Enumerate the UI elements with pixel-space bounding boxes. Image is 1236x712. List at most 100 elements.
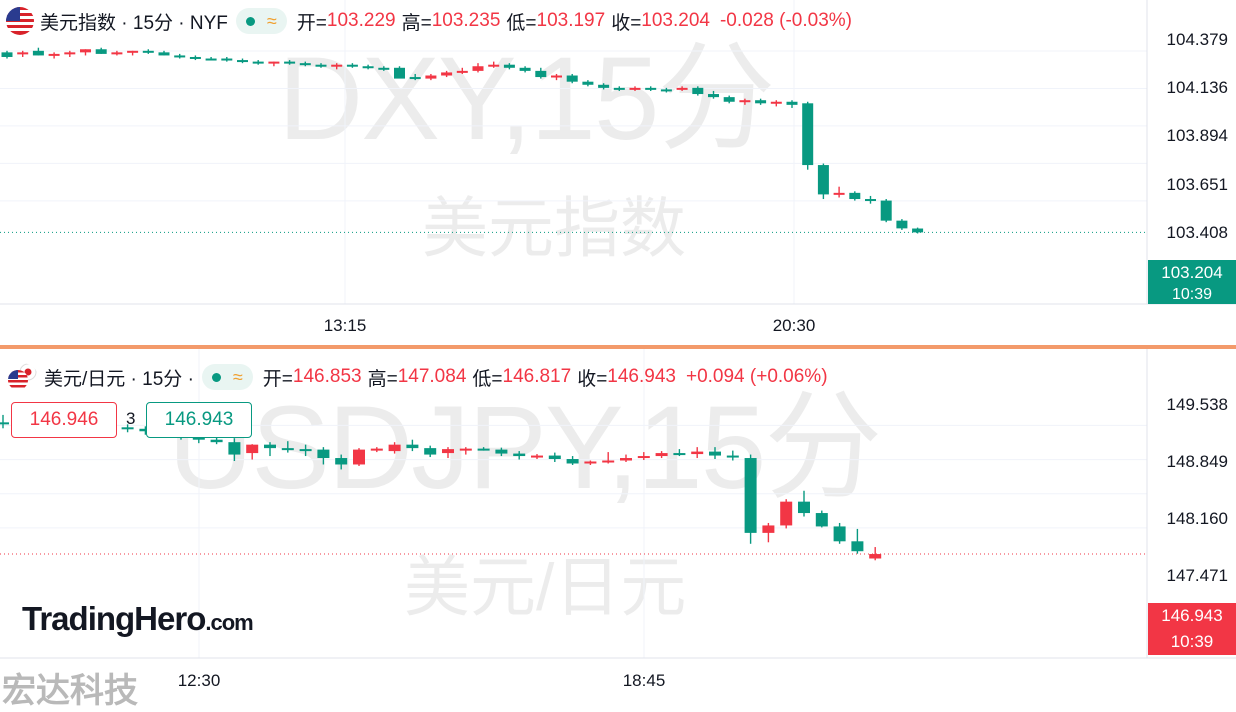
candle: [531, 454, 543, 460]
candle: [770, 100, 782, 107]
low-label: 低=: [506, 12, 537, 34]
symbol-title[interactable]: 美元/日元 · 15分 ·: [44, 368, 194, 390]
candle: [739, 98, 751, 105]
y-tick-label: 104.379: [1166, 30, 1228, 49]
close-value: 103.204: [641, 10, 710, 31]
candle: [315, 63, 327, 68]
open-label: 开=: [262, 368, 293, 390]
candle: [409, 73, 421, 81]
candle: [709, 447, 721, 460]
candle-body: [602, 460, 615, 463]
candle-body: [637, 456, 650, 459]
candle: [833, 522, 846, 544]
buy-button[interactable]: 146.943: [146, 402, 252, 438]
candle-body: [284, 61, 296, 64]
candle: [111, 50, 123, 56]
x-tick-label: 12:30: [177, 671, 221, 690]
candle-body: [64, 52, 76, 55]
candle: [228, 438, 241, 462]
candle-body: [692, 87, 704, 95]
symbol-watermark: USDJPY,15分: [168, 382, 882, 514]
low-label: 低=: [472, 368, 503, 390]
candle-body: [849, 192, 861, 200]
candle-body: [780, 501, 793, 526]
candle: [95, 47, 107, 54]
candle: [503, 63, 515, 70]
candle-body: [264, 444, 276, 449]
candle: [833, 186, 845, 198]
candle: [488, 61, 500, 68]
x-tick-label: 13:15: [323, 316, 367, 335]
candle: [535, 67, 547, 79]
brand-name: TradingHero: [22, 600, 206, 637]
candle-body: [472, 66, 484, 71]
candle: [655, 451, 668, 459]
brand-domain: .com: [205, 610, 253, 635]
candle-body: [584, 461, 597, 464]
candle-body: [709, 451, 721, 456]
wave-icon: ≈: [266, 11, 277, 31]
candle-body: [362, 66, 374, 69]
dxy-chart-pane[interactable]: DXY,15分 美元指数 美元指数 · 15分 · NYF ≈ 开= 103.22…: [0, 0, 1236, 346]
y-tick-label: 104.136: [1166, 78, 1228, 97]
candle-body: [315, 64, 327, 67]
candle: [802, 101, 814, 170]
candle: [519, 66, 531, 73]
candle: [551, 73, 562, 81]
candle-body: [865, 199, 876, 202]
candle-body: [252, 61, 264, 64]
candle: [798, 490, 810, 517]
dot-icon: [211, 372, 221, 382]
us-jp-flag-icon: [6, 363, 38, 391]
candle: [645, 86, 657, 91]
candle-body: [833, 526, 846, 542]
candle-body: [786, 101, 798, 105]
status-toggle[interactable]: ≈: [201, 364, 253, 390]
candle-body: [755, 100, 767, 104]
candle: [865, 195, 876, 204]
candle-body: [406, 444, 419, 449]
candle-body: [655, 453, 668, 457]
candle-body: [268, 61, 280, 64]
sell-button[interactable]: 146.946: [11, 402, 117, 438]
candle-body: [32, 50, 44, 56]
y-tick-label: 148.849: [1166, 452, 1228, 471]
candle-body: [598, 84, 610, 88]
candle: [80, 49, 91, 56]
high-label: 高=: [367, 368, 398, 390]
pane-divider[interactable]: [0, 345, 1236, 349]
usdjpy-chart-pane[interactable]: USDJPY,15分 美元/日元 美元/日元 · 15分 · ≈ 开= 146.8…: [0, 349, 1236, 703]
candle: [48, 52, 60, 59]
candle: [378, 66, 390, 71]
candle-body: [0, 422, 9, 425]
candle: [869, 547, 882, 561]
dxy-legend: 美元指数 · 15分 · NYF ≈ 开= 103.229 高= 103.235 低…: [6, 6, 852, 36]
candle: [264, 442, 276, 457]
candle-body: [409, 77, 421, 80]
candle-body: [442, 449, 454, 454]
y-tick-label: 147.471: [1166, 566, 1228, 585]
candle-body: [535, 70, 547, 78]
candle-body: [551, 75, 562, 78]
dxy-candlestick-chart[interactable]: [0, 0, 1236, 346]
wave-icon: ≈: [232, 367, 243, 387]
candle: [64, 50, 76, 57]
candle: [246, 444, 259, 460]
candle-body: [770, 101, 782, 104]
symbol-title[interactable]: 美元指数 · 15分 · NYF: [40, 12, 228, 34]
candle-body: [459, 448, 472, 451]
candle: [708, 90, 719, 99]
candle: [673, 449, 686, 457]
candle-body: [346, 64, 358, 67]
candle-body: [237, 60, 248, 63]
candle: [237, 58, 248, 64]
candle-body: [1, 52, 13, 57]
candle: [459, 447, 472, 455]
candle-body: [299, 449, 312, 452]
candle-body: [798, 501, 810, 514]
open-value: 146.853: [292, 366, 362, 387]
status-toggle[interactable]: ≈: [235, 8, 287, 34]
candle: [513, 451, 526, 460]
bar-countdown: 10:39: [1148, 286, 1236, 304]
candle-body: [246, 444, 259, 454]
